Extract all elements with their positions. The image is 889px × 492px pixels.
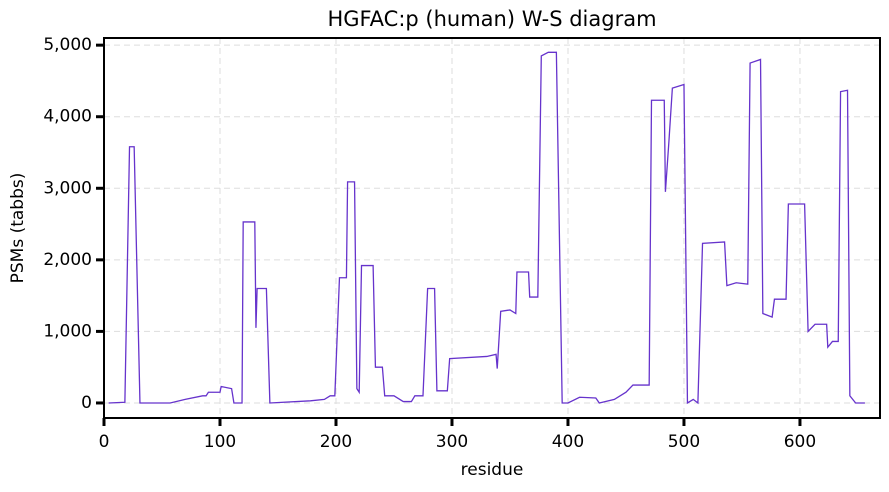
x-tick-label: 600 [784,432,816,452]
x-tick-label: 200 [320,432,352,452]
plot-frame [103,37,881,419]
y-tick-label: 0 [81,393,92,413]
y-tick-label: 1,000 [43,321,92,341]
data-line [108,51,865,405]
x-tick-label: 100 [204,432,236,452]
y-axis-label: PSMs (tabbs) [8,173,28,284]
x-tick-label: 400 [552,432,584,452]
x-tick-label: 300 [436,432,468,452]
y-tick-label: 5,000 [43,35,92,55]
y-tick-label: 2,000 [43,250,92,270]
y-tick-label: 3,000 [43,178,92,198]
x-tick-label: 0 [99,432,110,452]
x-tick-label: 500 [668,432,700,452]
x-axis-label: residue [461,460,524,480]
chart-title: HGFAC:p (human) W-S diagram [327,7,656,31]
y-tick-label: 4,000 [43,107,92,127]
